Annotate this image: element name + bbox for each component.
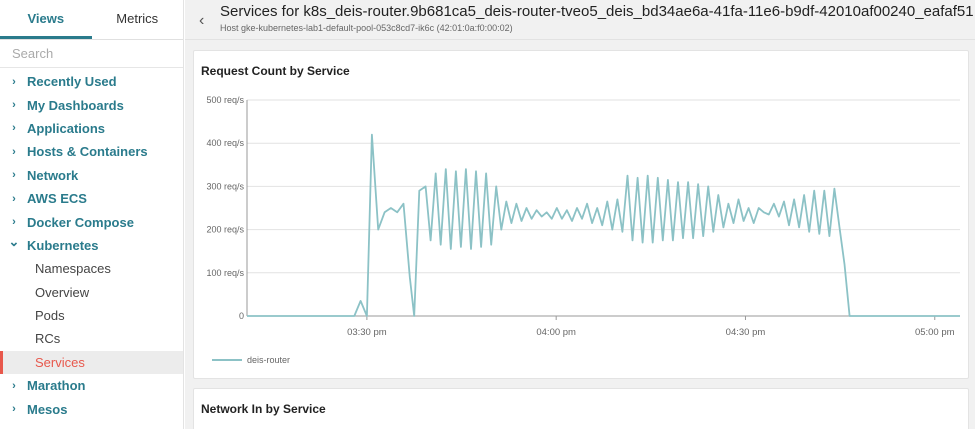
panel-title: Network In by Service <box>201 402 326 416</box>
sidebar-item-label: Pods <box>35 308 65 324</box>
chevron-right-icon: › <box>12 99 16 112</box>
chevron-down-icon: ⌄ <box>8 234 20 250</box>
y-tick-label: 0 <box>239 311 244 321</box>
y-tick-label: 400 req/s <box>206 138 244 148</box>
sidebar-item-label: Docker Compose <box>27 214 134 230</box>
page-header: ‹ Services for k8s_deis-router.9b681ca5_… <box>185 0 975 40</box>
sidebar-item-network[interactable]: › Network <box>0 164 183 187</box>
x-tick-label: 04:00 pm <box>536 327 576 338</box>
sidebar-item-pods[interactable]: Pods <box>0 304 183 327</box>
y-tick-label: 300 req/s <box>206 181 244 191</box>
legend-label: deis-router <box>247 355 291 365</box>
page-subtitle: Host gke-kubernetes-lab1-default-pool-05… <box>220 23 513 33</box>
sidebar-item-label: Kubernetes <box>27 237 99 253</box>
sidebar-tabs: Views Metrics <box>0 0 183 40</box>
sidebar-item-label: Recently Used <box>27 74 117 90</box>
search-bar: ? <box>0 40 193 68</box>
network-in-panel: Network In by Service <box>193 388 969 429</box>
main-content: ‹ Services for k8s_deis-router.9b681ca5_… <box>185 0 975 429</box>
sidebar-item-label: My Dashboards <box>27 97 124 113</box>
sidebar-nav: › Recently Used › My Dashboards › Application… <box>0 68 183 421</box>
chevron-right-icon: › <box>12 216 16 229</box>
page-title: Services for k8s_deis-router.9b681ca5_de… <box>220 3 974 20</box>
chevron-right-icon: › <box>12 169 16 182</box>
sidebar-item-label: AWS ECS <box>27 191 87 207</box>
y-tick-label: 100 req/s <box>206 268 244 278</box>
sidebar-item-hosts-containers[interactable]: › Hosts & Containers <box>0 140 183 163</box>
sidebar-item-label: Network <box>27 167 79 183</box>
sidebar-item-marathon[interactable]: › Marathon <box>0 374 183 397</box>
sidebar-item-rcs[interactable]: RCs <box>0 327 183 350</box>
chevron-right-icon: › <box>12 192 16 205</box>
chevron-left-icon[interactable]: ‹ <box>199 12 205 29</box>
panel-title: Request Count by Service <box>201 64 350 78</box>
chart-legend[interactable]: deis-router <box>212 355 290 365</box>
sidebar-item-label: RCs <box>35 331 61 347</box>
chevron-right-icon: › <box>12 122 16 135</box>
sidebar-item-my-dashboards[interactable]: › My Dashboards <box>0 93 183 116</box>
sidebar-item-kubernetes[interactable]: ⌄ Kubernetes <box>0 234 183 257</box>
y-tick-label: 500 req/s <box>206 95 244 105</box>
sidebar: Views Metrics ? › Recently Used › My Dashbo… <box>0 0 193 429</box>
x-tick-label: 04:30 pm <box>726 327 766 338</box>
sidebar-item-label: Services <box>35 354 85 370</box>
sidebar-item-label: Applications <box>27 120 106 136</box>
sidebar-item-label: Marathon <box>27 378 86 394</box>
sidebar-item-recently-used[interactable]: › Recently Used <box>0 70 183 93</box>
sidebar-item-mesos[interactable]: › Mesos <box>0 397 183 420</box>
x-tick-label: 03:30 pm <box>347 327 387 338</box>
tab-views[interactable]: Views <box>0 0 92 39</box>
series-line-deis-router <box>247 133 960 317</box>
sidebar-item-overview[interactable]: Overview <box>0 281 183 304</box>
sidebar-item-label: Overview <box>35 284 90 300</box>
search-input[interactable] <box>12 46 188 61</box>
sidebar-item-services[interactable]: Services <box>0 350 183 375</box>
sidebar-item-docker-compose[interactable]: › Docker Compose <box>0 210 183 233</box>
tab-metrics[interactable]: Metrics <box>116 11 159 26</box>
request-count-panel: Request Count by Service 500 req/s 400 re… <box>193 50 969 379</box>
x-tick-label: 05:00 pm <box>915 327 955 338</box>
request-count-chart: 500 req/s 400 req/s 300 req/s 200 req/s 100 … <box>206 95 960 338</box>
chevron-right-icon: › <box>12 403 16 416</box>
y-tick-label: 200 req/s <box>206 225 244 235</box>
chevron-right-icon: › <box>12 379 16 392</box>
sidebar-item-applications[interactable]: › Applications <box>0 117 183 140</box>
sidebar-item-label: Mesos <box>27 401 68 417</box>
sidebar-item-aws-ecs[interactable]: › AWS ECS <box>0 187 183 210</box>
chevron-right-icon: › <box>12 75 16 88</box>
sidebar-item-label: Namespaces <box>35 261 111 277</box>
sidebar-item-label: Hosts & Containers <box>27 144 148 160</box>
chevron-right-icon: › <box>12 145 16 158</box>
legend-swatch <box>212 359 242 361</box>
sidebar-item-namespaces[interactable]: Namespaces <box>0 257 183 280</box>
